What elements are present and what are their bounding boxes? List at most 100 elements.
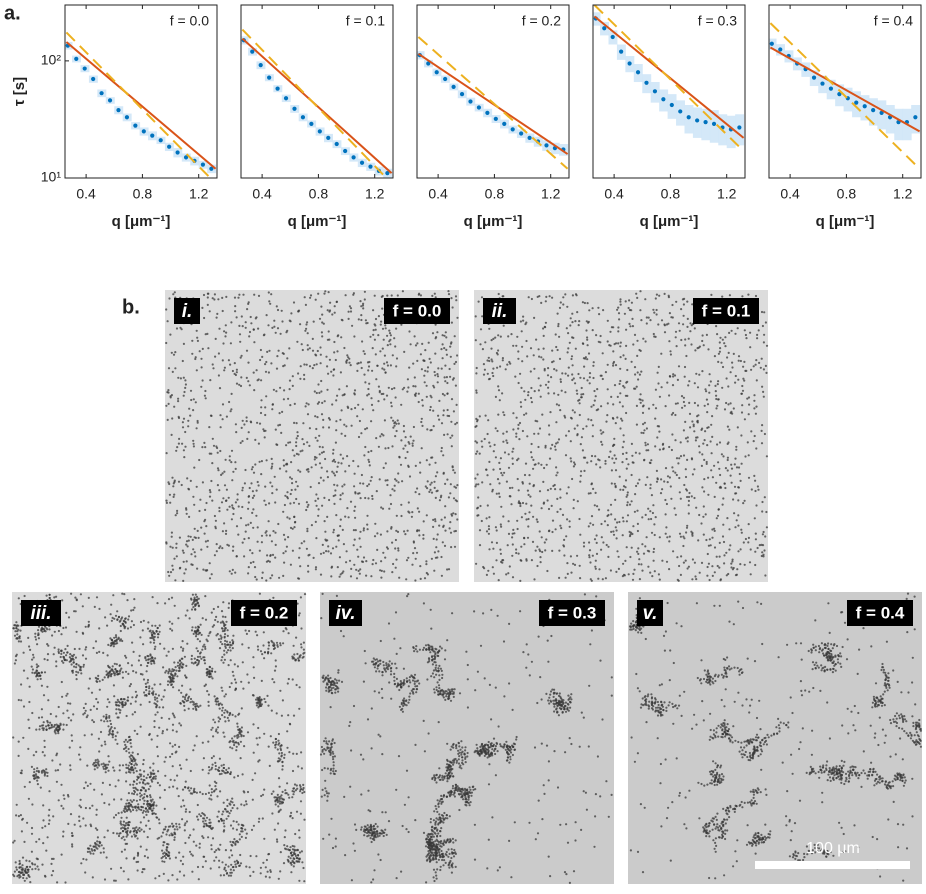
particle [298, 686, 301, 689]
particle [248, 486, 251, 490]
particle [693, 382, 696, 385]
particle [360, 366, 363, 370]
particle [363, 373, 366, 376]
particle [592, 376, 595, 380]
particle [218, 773, 221, 776]
particle [278, 802, 281, 805]
particle [293, 402, 296, 405]
fit-line [769, 46, 921, 133]
plot-area [417, 36, 569, 170]
particle [114, 634, 118, 637]
particle [726, 458, 729, 462]
particle [285, 444, 288, 447]
particle [142, 678, 146, 681]
particle [477, 300, 480, 303]
particle [511, 486, 514, 489]
particle [223, 369, 226, 372]
particle [588, 376, 591, 379]
data-point [468, 99, 473, 104]
particle [444, 505, 447, 508]
particle [275, 488, 278, 491]
particle [336, 484, 339, 487]
particle [481, 481, 484, 484]
particle [663, 331, 667, 334]
particle [80, 672, 83, 675]
particle [594, 567, 597, 570]
particle [252, 328, 255, 331]
particle [57, 799, 60, 802]
particle [146, 809, 149, 812]
particle [217, 374, 220, 377]
particle [379, 569, 382, 572]
particle [273, 475, 276, 478]
particle [231, 844, 234, 847]
particle [157, 694, 160, 697]
particle [265, 858, 268, 862]
particle [40, 716, 44, 719]
particle [96, 761, 99, 764]
particle [564, 576, 567, 579]
particle [114, 738, 117, 741]
particle [438, 524, 441, 527]
particle [329, 301, 332, 304]
particle [182, 551, 185, 554]
particle [15, 868, 18, 871]
particle [657, 382, 660, 385]
particle [61, 660, 64, 663]
particle [86, 784, 89, 788]
particle [135, 694, 139, 697]
particle [617, 330, 620, 333]
particle [61, 695, 64, 698]
particle [106, 720, 109, 723]
particle [265, 459, 268, 462]
particle [238, 383, 241, 386]
particle [754, 363, 757, 366]
particle [212, 755, 215, 758]
particle [723, 482, 726, 485]
particle [446, 392, 449, 395]
particle [402, 424, 405, 428]
particle [511, 457, 514, 460]
particle [753, 434, 756, 438]
particle [718, 486, 722, 489]
particle [146, 664, 149, 668]
particle [617, 306, 620, 309]
particle [363, 298, 366, 301]
particle [79, 758, 82, 761]
particle [135, 860, 138, 864]
particle [112, 641, 115, 644]
particle [132, 757, 136, 760]
particle [650, 459, 653, 462]
particle [660, 478, 663, 481]
particle [129, 683, 132, 686]
particle [390, 401, 393, 404]
particle [696, 415, 699, 418]
y-tick-label: 10¹ [41, 169, 62, 185]
particle [292, 501, 296, 504]
particle [672, 411, 675, 415]
particle [298, 547, 301, 550]
particle [196, 529, 199, 533]
particle [303, 818, 306, 821]
particle [28, 781, 31, 784]
particle [536, 564, 539, 568]
particle [291, 817, 294, 820]
particle [310, 466, 313, 469]
particle [565, 327, 568, 330]
particle [60, 804, 63, 808]
particle [227, 874, 230, 877]
particle [224, 458, 227, 461]
particle [107, 733, 110, 736]
particle [210, 479, 213, 483]
particle [716, 443, 719, 446]
particle [407, 501, 410, 504]
particle [702, 344, 705, 347]
particle [520, 330, 523, 333]
particle [760, 554, 763, 558]
particle [96, 847, 99, 850]
particle [181, 359, 184, 363]
particle [148, 827, 151, 830]
particle [264, 875, 267, 878]
particle [44, 630, 47, 633]
particle [216, 815, 219, 818]
